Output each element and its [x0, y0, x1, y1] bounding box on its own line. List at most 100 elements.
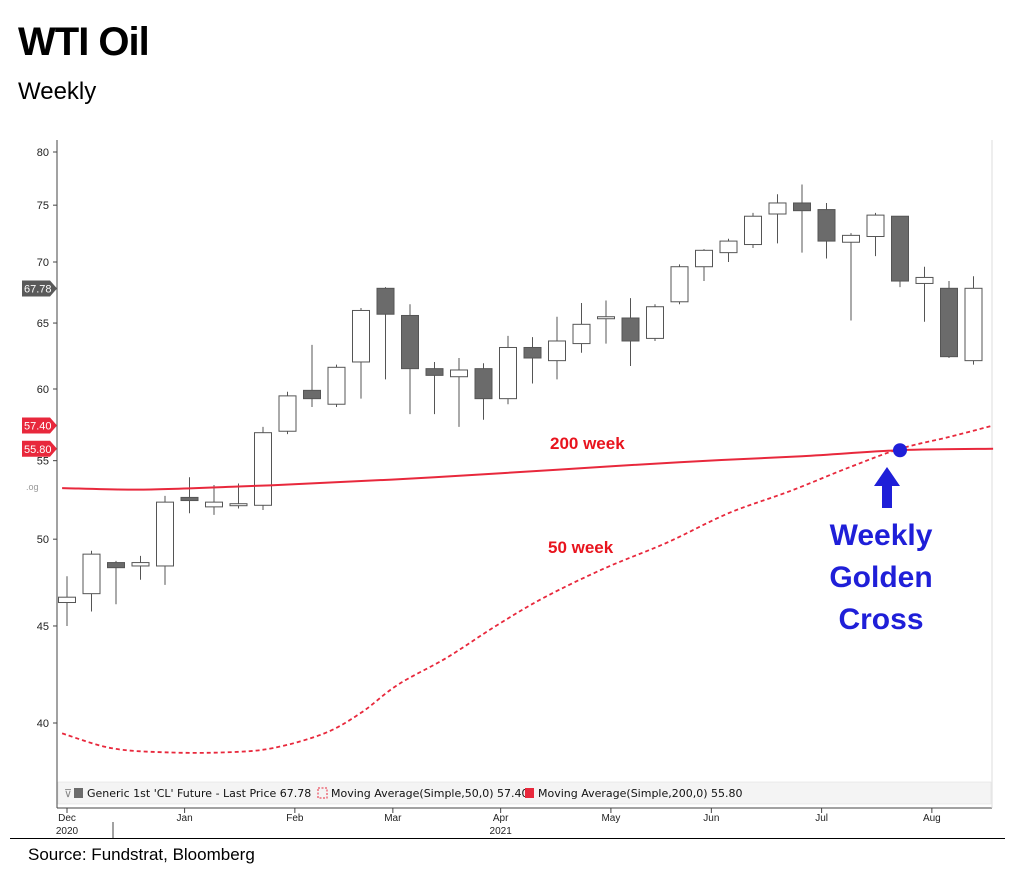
golden-cross-arrow: [874, 467, 900, 508]
candle: [964, 276, 983, 365]
last-price-tag-label: 67.78: [24, 284, 52, 296]
candle: [156, 495, 174, 585]
candle-body: [842, 234, 860, 243]
golden-cross-marker: [893, 443, 907, 458]
candle: [425, 361, 444, 415]
candle: [719, 238, 738, 263]
candle: [891, 215, 909, 288]
x-tick-label: Jul: [815, 813, 828, 824]
candle: [695, 249, 713, 282]
candle-body: [719, 240, 738, 254]
legend-candle-label: Generic 1st 'CL' Future - Last Price 67.…: [87, 787, 311, 800]
candle: [866, 212, 885, 257]
candle-body: [964, 287, 983, 362]
candle-body: [695, 249, 713, 268]
candle: [82, 550, 101, 612]
candle: [621, 298, 640, 366]
candle: [474, 363, 493, 420]
x-tick-year-label: 2021: [490, 826, 513, 837]
last-price-tag: 67.78: [22, 280, 57, 297]
legend-ma200-swatch: [525, 788, 534, 798]
candle-body: [425, 368, 444, 376]
candle: [352, 307, 370, 399]
candle: [327, 364, 346, 408]
candle-body: [572, 323, 591, 345]
candle-body: [303, 389, 321, 400]
y-axis-ticks: 40 45 50 55 60 65 70 75 80: [37, 147, 57, 730]
x-tick-label: Jan: [177, 813, 193, 824]
legend: ⊽ Generic 1st 'CL' Future - Last Price 6…: [57, 781, 992, 805]
ma50-price-tag: 57.40: [22, 417, 57, 434]
candle-body: [180, 496, 199, 502]
legend-candle-swatch: [74, 788, 83, 798]
candle-body: [278, 395, 297, 432]
y-tick-label: 50: [37, 534, 49, 546]
legend-marker-icon: ⊽: [64, 787, 72, 800]
candle: [842, 233, 860, 321]
candle-body: [548, 340, 566, 362]
x-axis-ticks: Dec 2020 Jan Feb Mar Apr 2021 May Jun Jul Aug: [56, 808, 941, 838]
y-tick-label: 40: [37, 718, 49, 730]
candle: [572, 303, 591, 353]
candle: [180, 477, 199, 514]
ma200-price-tag-label: 55.80: [24, 444, 52, 456]
candle: [303, 344, 321, 408]
ma50-annotation: 50 week: [548, 538, 614, 557]
x-tick-label: Feb: [286, 813, 304, 824]
x-tick-label: Apr: [493, 813, 509, 824]
candle-body: [646, 306, 664, 339]
y-tick-label: 60: [37, 384, 49, 396]
candle-body: [793, 202, 811, 212]
golden-cross-line3: Cross: [838, 603, 923, 636]
candle: [278, 391, 297, 435]
candle: [597, 300, 615, 344]
candle: [450, 357, 468, 427]
y-tick-label: 45: [37, 621, 49, 633]
candle: [254, 426, 272, 511]
x-tick-label: Dec: [58, 813, 76, 824]
candle-body: [82, 553, 101, 595]
candle: [793, 184, 811, 253]
candle-body: [768, 202, 787, 215]
source-divider: [10, 838, 1005, 839]
y-tick-label: 70: [37, 257, 49, 269]
candle-body: [254, 432, 272, 506]
x-tick-label: Aug: [923, 813, 941, 824]
candle: [376, 287, 395, 380]
candle-body: [156, 501, 174, 567]
candle-body: [327, 366, 346, 405]
candle: [915, 266, 934, 322]
legend-ma50-label: Moving Average(Simple,50,0) 57.40: [331, 787, 529, 800]
candle-body: [523, 346, 542, 359]
candlestick-series: [58, 184, 983, 626]
candle: [205, 484, 223, 515]
candle-body: [744, 215, 762, 246]
candle: [499, 335, 517, 405]
candle-body: [131, 562, 150, 567]
ma200-price-tag: 55.80: [22, 440, 57, 457]
ma200-line: [62, 447, 994, 491]
candle-body: [107, 562, 125, 569]
candle: [940, 281, 958, 358]
x-tick-label: Jun: [703, 813, 719, 824]
candle-body: [58, 596, 76, 604]
candle: [646, 304, 664, 341]
candle: [744, 212, 762, 248]
chart-svg: 40 45 50 55 60 65 70 75 80 Dec 2020 Jan Feb Mar Apr 20…: [22, 140, 994, 838]
y-tick-label: 55: [37, 456, 49, 468]
ma200-annotation: 200 week: [550, 434, 625, 453]
y-tick-label: 80: [37, 147, 49, 159]
candle-body: [817, 209, 836, 242]
chart-subtitle: Weekly: [18, 78, 97, 105]
candle-body: [891, 215, 909, 282]
candle: [670, 264, 689, 305]
candle: [768, 194, 787, 244]
x-tick-year-label: 2020: [56, 826, 79, 837]
x-tick-label: Mar: [384, 813, 402, 824]
candle-body: [597, 316, 615, 320]
candle: [548, 316, 566, 380]
candle-body: [866, 214, 885, 238]
og-label: .og: [26, 482, 39, 492]
ma50-price-tag-label: 57.40: [24, 420, 52, 432]
candle: [107, 560, 125, 605]
